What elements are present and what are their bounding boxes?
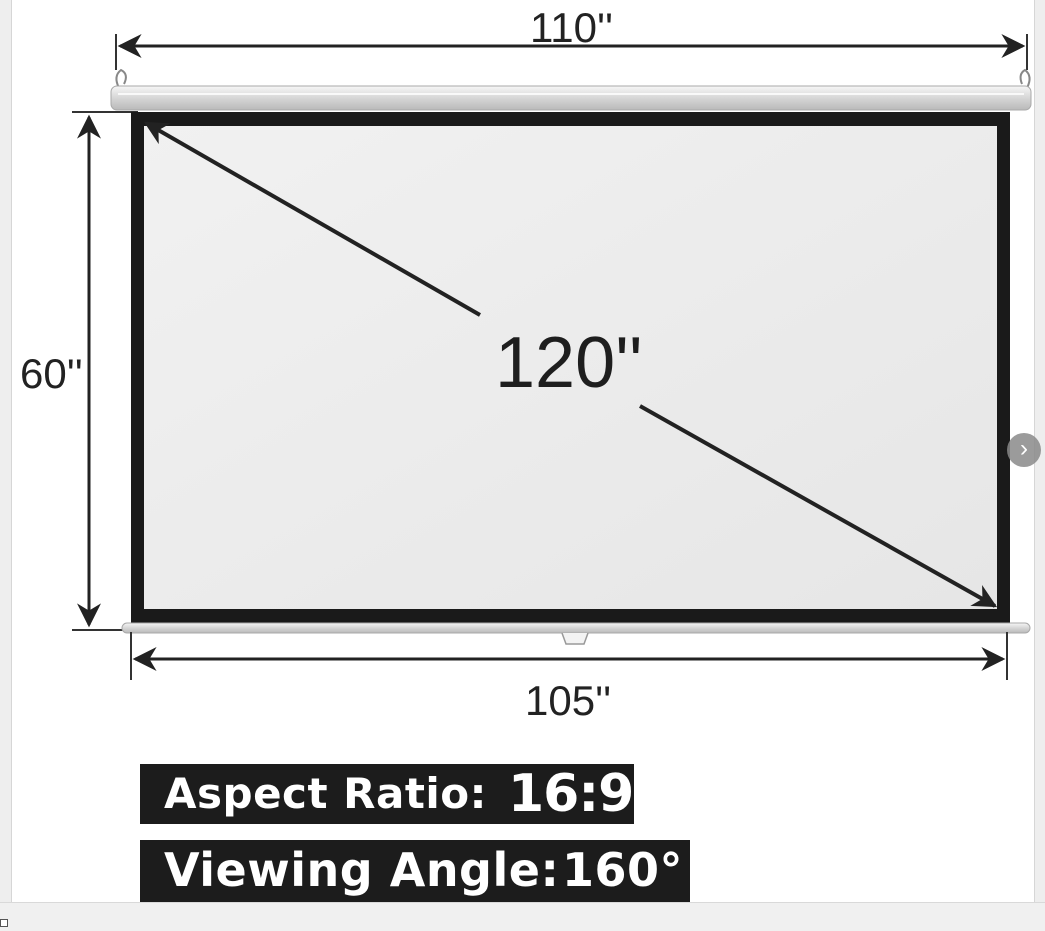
chevron-right-icon: ›	[1020, 435, 1028, 462]
roller-housing	[110, 85, 1032, 111]
aspect-ratio-label: Aspect Ratio:	[164, 769, 487, 818]
viewing-angle-badge: Viewing Angle: 160°	[140, 840, 690, 902]
aspect-ratio-value: 16:9	[508, 764, 634, 824]
viewing-angle-value: 160°	[562, 843, 684, 897]
checkbox-icon	[0, 919, 8, 927]
width-label: 110''	[530, 4, 613, 51]
viewable-width-label: 105''	[525, 677, 612, 724]
bottom-status-bar	[0, 902, 1045, 931]
viewer-left-edge	[0, 0, 12, 902]
projector-screen-diagram	[72, 34, 1032, 680]
diagonal-dimension	[143, 121, 998, 608]
bottom-weight-bar	[121, 622, 1031, 634]
viewing-angle-label: Viewing Angle:	[164, 843, 560, 897]
aspect-ratio-badge: Aspect Ratio: 16:9	[140, 764, 634, 824]
hanging-hooks	[115, 68, 1031, 89]
next-image-button[interactable]: ›	[1007, 433, 1041, 467]
width-dimension	[115, 34, 1028, 70]
pull-handle	[561, 632, 589, 645]
height-label: 60''	[20, 350, 83, 397]
diagonal-label: 120''	[495, 323, 643, 403]
viewable-width-dimension	[130, 632, 1008, 680]
